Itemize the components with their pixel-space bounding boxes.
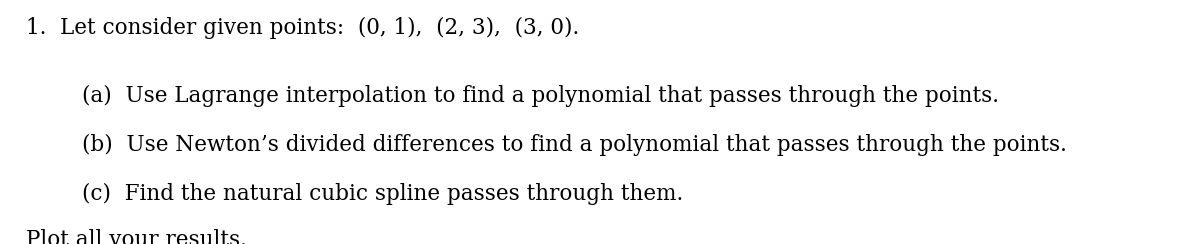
Text: (a)  Use Lagrange interpolation to find a polynomial that passes through the poi: (a) Use Lagrange interpolation to find a…	[82, 85, 998, 108]
Text: 1.  Let consider given points:  (0, 1),  (2, 3),  (3, 0).: 1. Let consider given points: (0, 1), (2…	[26, 17, 580, 39]
Text: (c)  Find the natural cubic spline passes through them.: (c) Find the natural cubic spline passes…	[82, 183, 683, 205]
Text: Plot all your results.: Plot all your results.	[26, 229, 247, 244]
Text: (b)  Use Newton’s divided differences to find a polynomial that passes through t: (b) Use Newton’s divided differences to …	[82, 134, 1067, 156]
